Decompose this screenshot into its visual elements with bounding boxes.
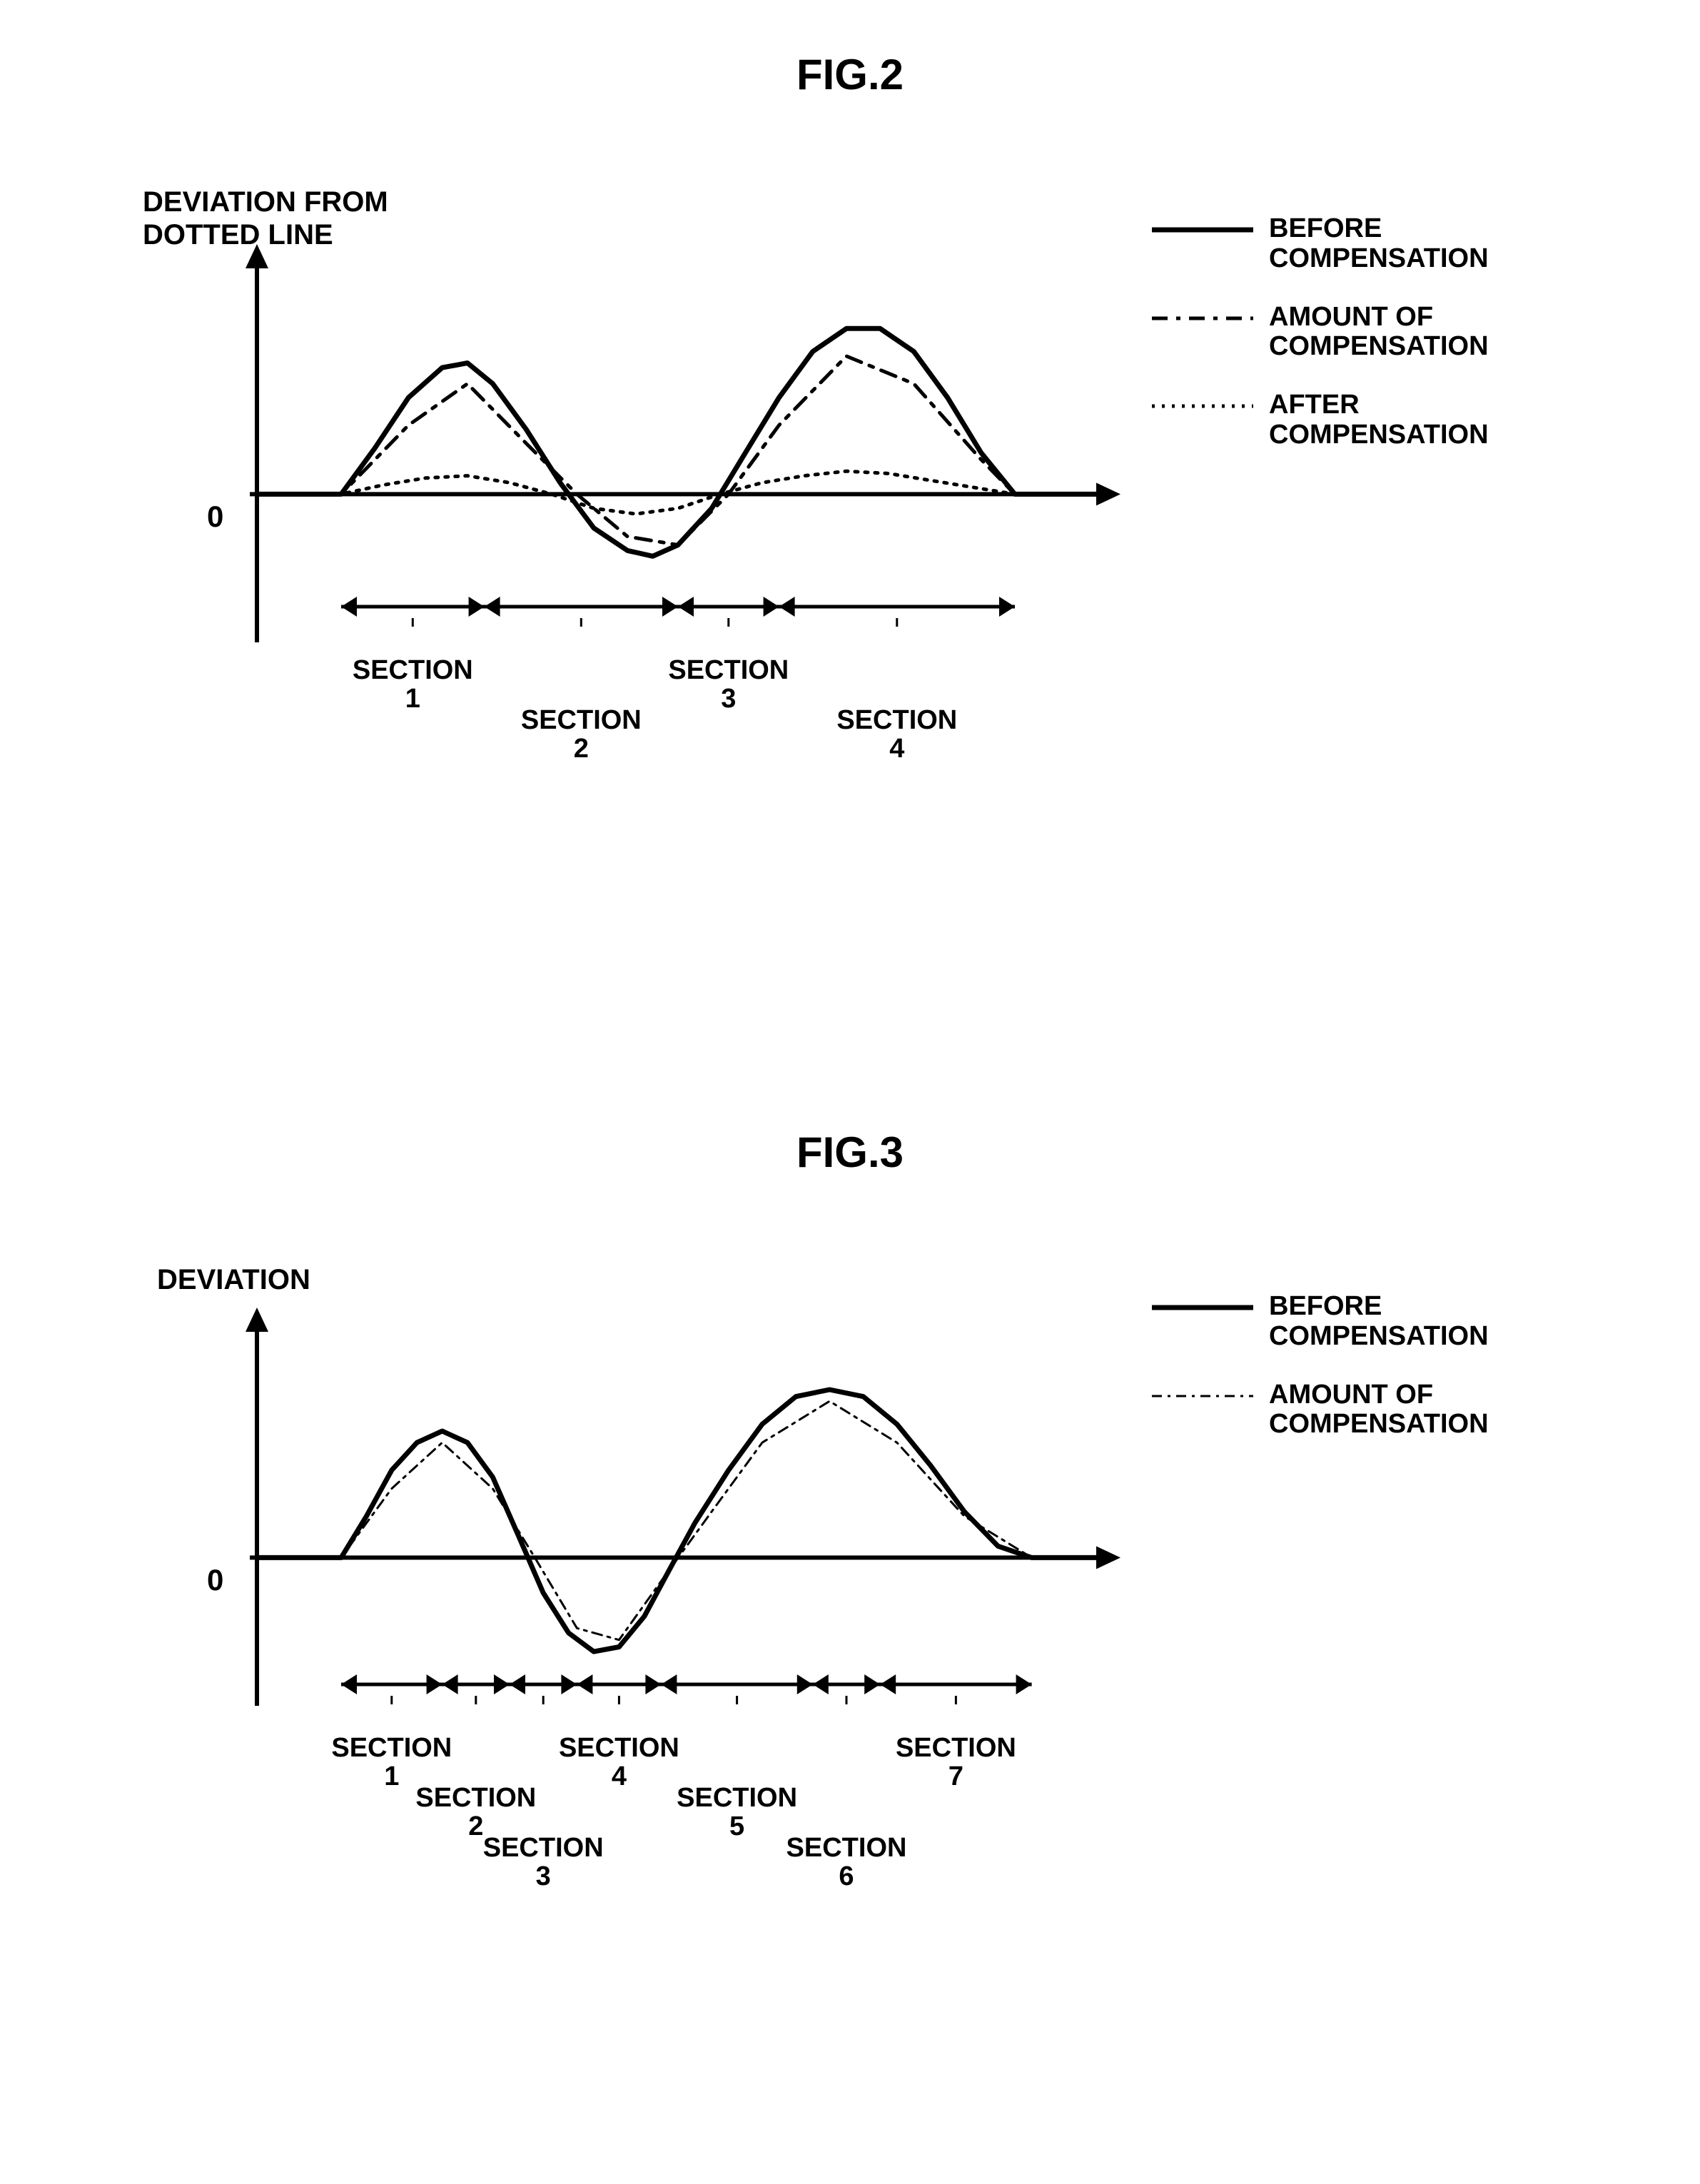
legend-text: BEFORE COMPENSATION <box>1269 214 1489 274</box>
legend-swatch <box>1149 1299 1256 1316</box>
legend-text: AFTER COMPENSATION <box>1269 390 1489 450</box>
legend-swatch <box>1149 221 1256 238</box>
fig3-title-text: FIG.3 <box>796 1128 904 1176</box>
legend-row: BEFORE COMPENSATION <box>1149 1292 1489 1352</box>
fig2-title: FIG.2 <box>0 50 1700 99</box>
section-label: SECTION 2 <box>502 707 659 764</box>
fig2-y-label: DEVIATION FROM DOTTED LINE <box>143 186 388 251</box>
section-label: SECTION 3 <box>650 657 807 714</box>
section-label: SECTION 4 <box>819 707 976 764</box>
legend-text: AMOUNT OF COMPENSATION <box>1269 303 1489 363</box>
fig3-container: DEVIATION 0 SECTION 1SECTION 2SECTION 3S… <box>128 1263 1484 2013</box>
section-label: SECTION 4 <box>540 1734 697 1791</box>
fig3-y-label: DEVIATION <box>157 1263 310 1296</box>
fig3-section-labels: SECTION 1SECTION 2SECTION 3SECTION 4SECT… <box>200 1706 1128 1934</box>
legend-swatch <box>1149 398 1256 415</box>
legend-text: AMOUNT OF COMPENSATION <box>1269 1380 1489 1440</box>
fig3-legend: BEFORE COMPENSATION AMOUNT OF COMPENSATIO… <box>1149 1292 1489 1468</box>
legend-text: BEFORE COMPENSATION <box>1269 1292 1489 1352</box>
fig3-sections-bar <box>200 1663 1128 1706</box>
fig3-zero: 0 <box>207 1563 223 1597</box>
fig2-container: DEVIATION FROM DOTTED LINE 0 SECTION 1SE… <box>128 186 1484 864</box>
fig3-chart <box>200 1306 1128 1720</box>
legend-row: AMOUNT OF COMPENSATION <box>1149 303 1489 363</box>
section-label: SECTION 7 <box>877 1734 1034 1791</box>
legend-swatch <box>1149 310 1256 327</box>
legend-row: BEFORE COMPENSATION <box>1149 214 1489 274</box>
legend-row: AFTER COMPENSATION <box>1149 390 1489 450</box>
fig2-legend: BEFORE COMPENSATION AMOUNT OF COMPENSATIO… <box>1149 214 1489 479</box>
legend-row: AMOUNT OF COMPENSATION <box>1149 1380 1489 1440</box>
fig2-sections-bar <box>200 585 1128 628</box>
fig2-section-labels: SECTION 1SECTION 2SECTION 3SECTION 4 <box>200 628 1128 785</box>
section-label: SECTION 3 <box>465 1834 622 1891</box>
fig3-title: FIG.3 <box>0 1128 1700 1177</box>
legend-swatch <box>1149 1387 1256 1405</box>
section-label: SECTION 6 <box>768 1834 925 1891</box>
fig2-title-text: FIG.2 <box>796 51 904 98</box>
fig2-zero: 0 <box>207 500 223 534</box>
section-label: SECTION 1 <box>334 657 491 714</box>
